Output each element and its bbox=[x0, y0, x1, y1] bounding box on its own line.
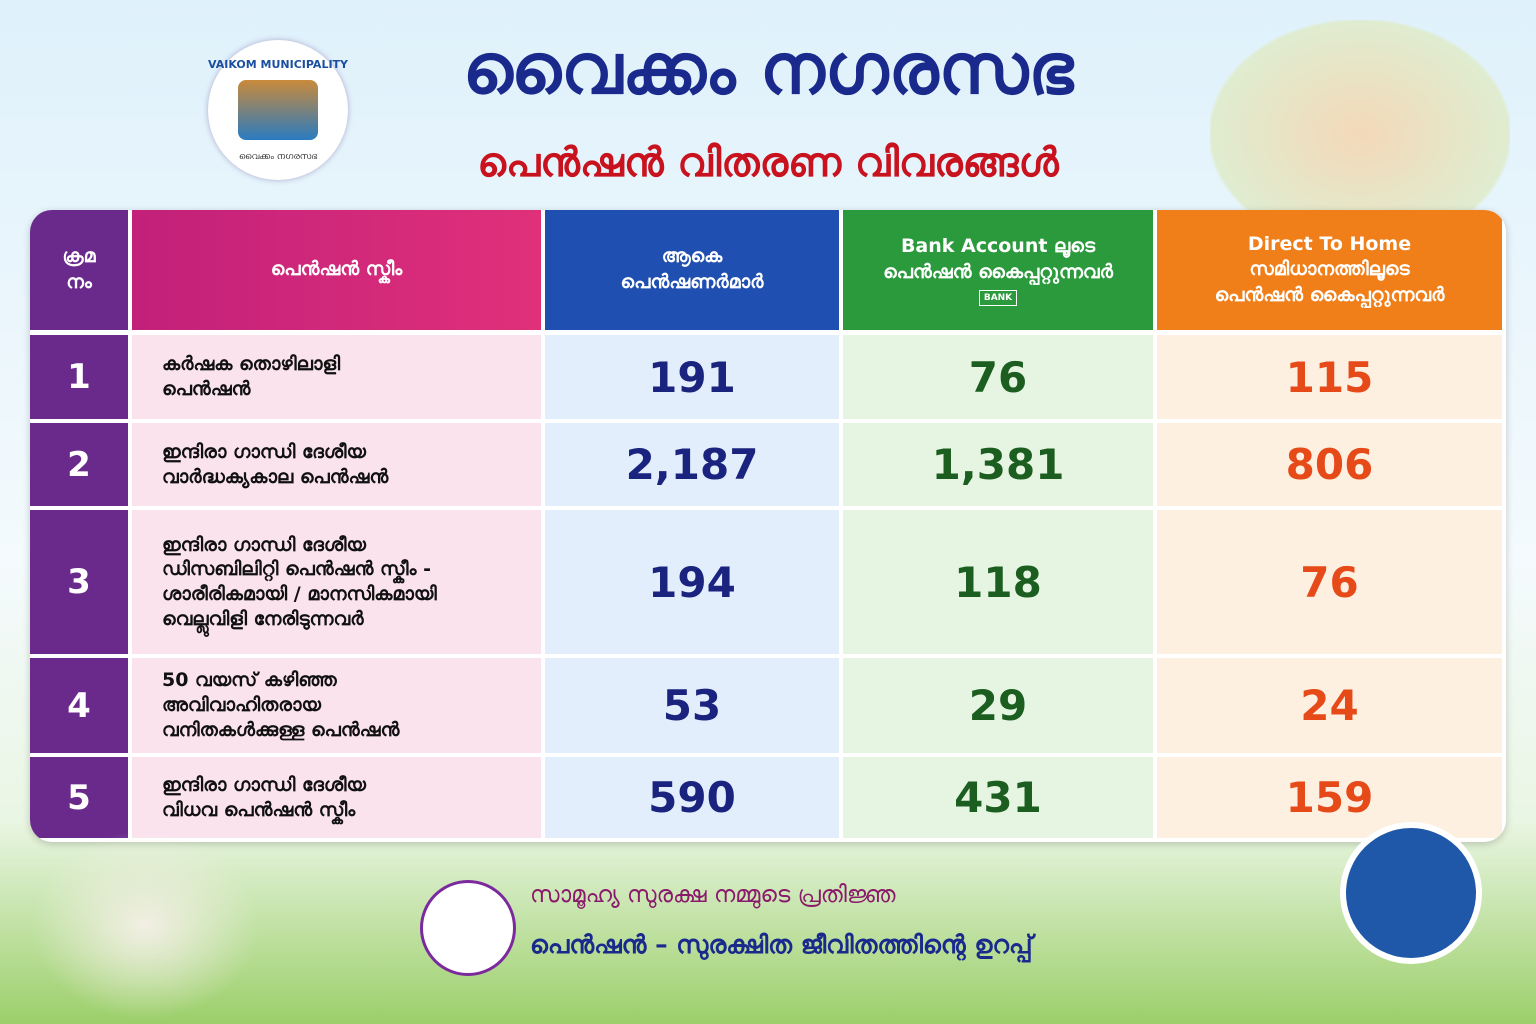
serial-text: 3 bbox=[67, 562, 91, 602]
serial-number: 4 bbox=[30, 658, 128, 753]
count: 115 bbox=[1157, 335, 1502, 419]
column-header: ആകെ പെൻഷണർമാർ bbox=[545, 210, 839, 330]
header-line: Direct To Home bbox=[1247, 232, 1412, 255]
count: 431 bbox=[843, 757, 1153, 838]
count: 118 bbox=[843, 510, 1153, 654]
pension-table: ക്രമ നം പെൻഷൻ സ്കീം ആകെ പെൻഷണർമാർ Bank Accoun… bbox=[30, 210, 1506, 842]
count-text: 118 bbox=[954, 557, 1042, 607]
serial-number: 3 bbox=[30, 510, 128, 654]
header-line: Bank Account ലൂടെ bbox=[900, 235, 1096, 258]
count-text: 806 bbox=[1285, 440, 1374, 489]
count: 191 bbox=[545, 335, 839, 419]
column-header: Bank Account ലൂടെ പെൻഷൻ കൈപ്പറ്റുന്നവർ BAN… bbox=[843, 210, 1153, 330]
scheme-line: ഇന്ദിരാ ഗാന്ധി ദേശീയ bbox=[162, 773, 366, 796]
count: 2,187 bbox=[545, 423, 839, 506]
count-text: 159 bbox=[1285, 773, 1374, 822]
header-line: പെൻഷൻ കൈപ്പറ്റുന്നവർ bbox=[1214, 283, 1445, 306]
header-line: പെൻഷൻ സ്കീം bbox=[270, 258, 403, 281]
elderly-couple-image bbox=[1210, 20, 1510, 210]
elderly-bench-image bbox=[30, 830, 260, 1020]
footer: സാമൂഹ്യ സുരക്ഷ നമ്മുടെ പ്രതിജ്ഞ പെൻഷൻ – … bbox=[420, 860, 1140, 980]
count: 76 bbox=[1157, 510, 1502, 654]
logo: VAIKOM MUNICIPALITY വൈക്കം നഗരസഭ bbox=[208, 40, 348, 180]
header-line: ക്രമ bbox=[62, 245, 96, 268]
footer-line1: സാമൂഹ്യ സുരക്ഷ നമ്മുടെ പ്രതിജ്ഞ bbox=[530, 882, 896, 908]
count-text: 194 bbox=[648, 557, 736, 607]
count: 24 bbox=[1157, 658, 1502, 753]
serial-number: 5 bbox=[30, 757, 128, 838]
count-text: 29 bbox=[968, 681, 1028, 730]
title: വൈക്കം നഗരസഭ bbox=[462, 28, 1074, 110]
scheme-name: 50 വയസ് കഴിഞ്ഞ അവിവാഹിതരായ വനിതകൾക്കുള്ള പ… bbox=[132, 658, 541, 753]
count: 29 bbox=[843, 658, 1153, 753]
count-text: 191 bbox=[648, 352, 736, 402]
scheme-name: ഇന്ദിരാ ഗാന്ധി ദേശീയ വാർദ്ധക്യകാല പെൻഷൻ bbox=[132, 423, 541, 506]
header-line: ആകെ bbox=[661, 245, 723, 268]
header-line: സമിധാനത്തിലൂടെ bbox=[1249, 258, 1410, 281]
count: 53 bbox=[545, 658, 839, 753]
count-text: 76 bbox=[1300, 557, 1359, 607]
bank-icon-label: BANK bbox=[978, 289, 1018, 306]
count: 1,381 bbox=[843, 423, 1153, 506]
count: 194 bbox=[545, 510, 839, 654]
count: 806 bbox=[1157, 423, 1502, 506]
care-emblem bbox=[1340, 822, 1482, 964]
serial-text: 1 bbox=[67, 357, 91, 397]
count: 590 bbox=[545, 757, 839, 838]
scheme-line: ഇന്ദിരാ ഗാന്ധി ദേശീയ bbox=[162, 533, 366, 556]
count-text: 590 bbox=[648, 773, 736, 822]
scheme-name: കർഷക തൊഴിലാളി പെൻഷൻ bbox=[132, 335, 541, 419]
serial-text: 5 bbox=[67, 777, 91, 818]
count-text: 2,187 bbox=[625, 440, 759, 489]
scheme-line: 50 വയസ് കഴിഞ്ഞ bbox=[162, 669, 337, 692]
scheme-name: ഇന്ദിരാ ഗാന്ധി ദേശീയ വിധവ പെൻഷൻ സ്കീം bbox=[132, 757, 541, 838]
footer-line2: പെൻഷൻ – സുരക്ഷിത ജീവിതത്തിന്റെ ഉറപ്പ് bbox=[530, 930, 1033, 959]
logo-subname: വൈക്കം നഗരസഭ bbox=[238, 152, 318, 162]
column-header: പെൻഷൻ സ്കീം bbox=[132, 210, 541, 330]
scheme-line: ഡിസബിലിറ്റി പെൻഷൻ സ്കീം - bbox=[162, 558, 431, 581]
count-text: 53 bbox=[662, 681, 722, 730]
scheme-line: വിധവ പെൻഷൻ സ്കീം bbox=[162, 798, 356, 821]
count-text: 24 bbox=[1300, 681, 1359, 730]
logo-emblem bbox=[238, 80, 318, 140]
count-text: 431 bbox=[954, 773, 1042, 822]
count-text: 1,381 bbox=[931, 440, 1065, 489]
scheme-line: ശാരീരികമായി / മാനസികമായി bbox=[162, 583, 437, 605]
footer-icon bbox=[420, 880, 516, 976]
header-line: പെൻഷൻ കൈപ്പറ്റുന്നവർ bbox=[883, 260, 1113, 283]
count-text: 76 bbox=[968, 352, 1028, 402]
scheme-line: ഇന്ദിരാ ഗാന്ധി ദേശീയ bbox=[162, 440, 366, 463]
scheme-line: പെൻഷൻ bbox=[162, 378, 251, 400]
serial-number: 1 bbox=[30, 335, 128, 419]
scheme-line: വെല്ലുവിളി നേരിടുന്നവർ bbox=[162, 607, 364, 630]
count: 76 bbox=[843, 335, 1153, 419]
scheme-line: വനിതകൾക്കുള്ള പെൻഷൻ bbox=[162, 718, 400, 741]
scheme-name: ഇന്ദിരാ ഗാന്ധി ദേശീയ ഡിസബിലിറ്റി പെൻഷൻ സ്… bbox=[132, 510, 541, 654]
serial-text: 2 bbox=[67, 444, 91, 485]
serial-text: 4 bbox=[67, 685, 91, 726]
scheme-line: വാർദ്ധക്യകാല പെൻഷൻ bbox=[162, 465, 389, 488]
subtitle: പെൻഷൻ വിതരണ വിവരങ്ങൾ bbox=[477, 140, 1059, 186]
logo-name: VAIKOM MUNICIPALITY bbox=[208, 58, 349, 71]
column-header: ക്രമ നം bbox=[30, 210, 128, 330]
header-line: നം bbox=[66, 271, 92, 293]
scheme-line: കർഷക തൊഴിലാളി bbox=[162, 353, 341, 376]
scheme-line: അവിവാഹിതരായ bbox=[162, 694, 321, 717]
count-text: 115 bbox=[1285, 352, 1374, 402]
count: 159 bbox=[1157, 757, 1502, 838]
header-line: പെൻഷണർമാർ bbox=[620, 271, 764, 293]
column-header: Direct To Home സമിധാനത്തിലൂടെ പെൻഷൻ കൈപ്പറ… bbox=[1157, 210, 1502, 330]
serial-number: 2 bbox=[30, 423, 128, 506]
